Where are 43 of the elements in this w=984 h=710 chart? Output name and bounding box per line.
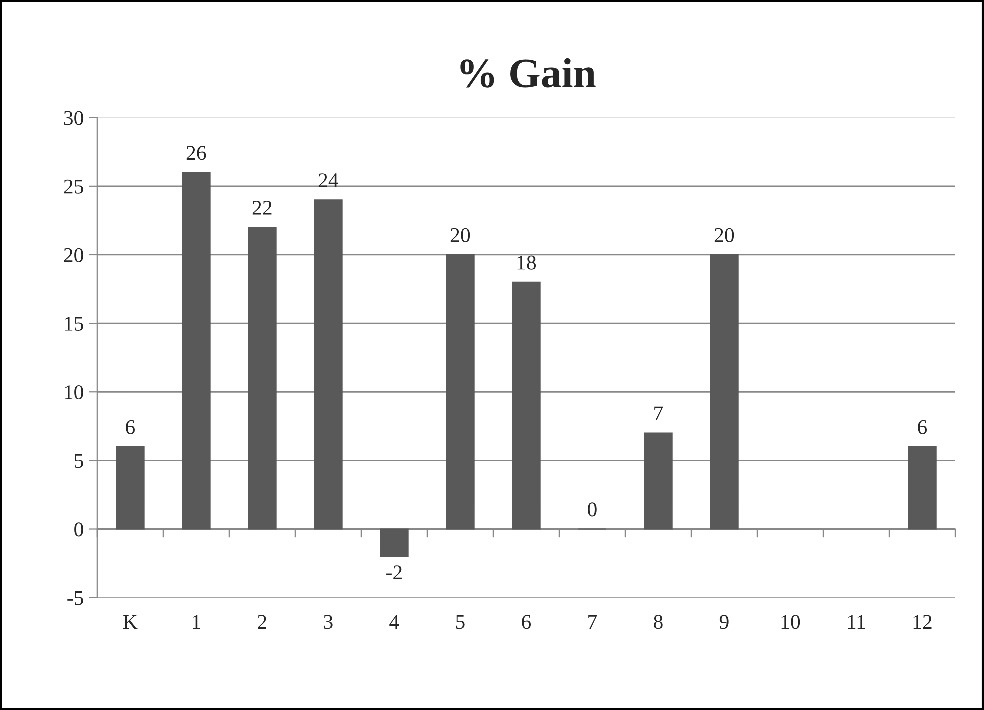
y-tick-label: 15 bbox=[65, 317, 84, 331]
y-tick-label: 20 bbox=[64, 248, 84, 262]
x-tick-label: 7 bbox=[588, 615, 598, 629]
x-tick-label: 3 bbox=[324, 615, 333, 630]
y-tick-label: 5 bbox=[75, 454, 84, 468]
x-tick-label: 2 bbox=[258, 615, 266, 629]
bar bbox=[116, 446, 145, 530]
data-label: 22 bbox=[252, 201, 272, 215]
data-label: 20 bbox=[714, 228, 734, 242]
data-label: 6 bbox=[126, 420, 136, 434]
x-tick-label: 1 bbox=[193, 615, 200, 629]
x-tick-label: 4 bbox=[390, 615, 400, 629]
data-label: 18 bbox=[518, 256, 536, 270]
data-label: 20 bbox=[450, 228, 470, 242]
x-tick-label: 9 bbox=[720, 615, 729, 630]
data-label: 6 bbox=[918, 420, 928, 434]
bar bbox=[182, 172, 211, 530]
data-label: -2 bbox=[386, 566, 402, 580]
y-tick-label: 30 bbox=[64, 111, 84, 126]
data-label: 26 bbox=[186, 146, 206, 160]
data-label: 7 bbox=[654, 406, 664, 420]
bar bbox=[446, 254, 475, 530]
bar bbox=[908, 446, 937, 530]
x-tick-label: 6 bbox=[522, 615, 532, 630]
bar bbox=[710, 254, 739, 530]
y-tick-label: 25 bbox=[64, 180, 84, 194]
bar bbox=[248, 227, 277, 530]
x-tick-label: K bbox=[123, 615, 138, 629]
x-tick-label: 8 bbox=[654, 615, 663, 630]
y-tick-label: 10 bbox=[65, 385, 84, 400]
data-label: 0 bbox=[588, 502, 597, 517]
x-tick-label: 5 bbox=[456, 615, 465, 630]
chart-title: % Gain bbox=[460, 58, 596, 88]
bar bbox=[512, 282, 541, 530]
x-tick-label: 11 bbox=[848, 615, 866, 629]
data-label: 24 bbox=[318, 174, 339, 188]
bar bbox=[314, 200, 343, 530]
y-tick-label: -5 bbox=[68, 591, 84, 606]
bar bbox=[644, 432, 673, 530]
y-tick-label: 0 bbox=[74, 522, 84, 537]
bar bbox=[380, 528, 409, 558]
x-tick-label: 12 bbox=[914, 615, 932, 629]
x-tick-label: 10 bbox=[782, 615, 800, 630]
